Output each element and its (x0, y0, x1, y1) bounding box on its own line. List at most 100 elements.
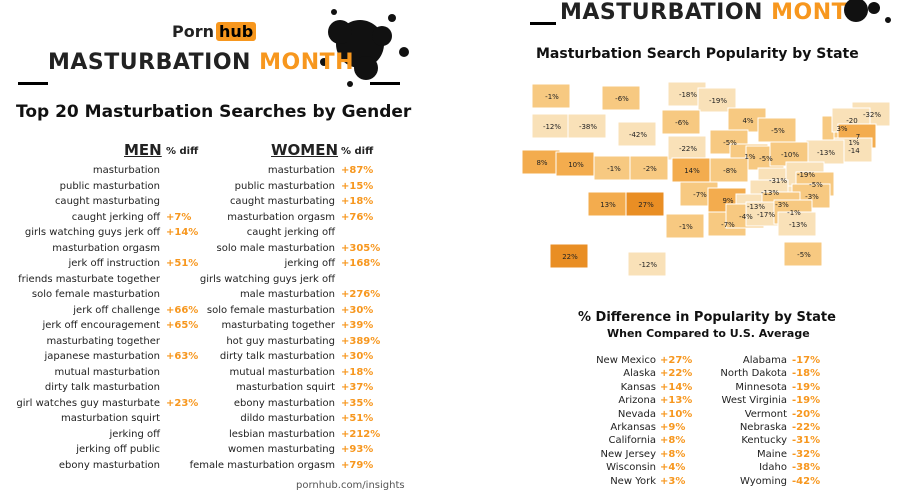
masturbation-month-banner-right: MASTURBATION MONTH (560, 0, 867, 25)
women-pct-diff: +30% (341, 351, 374, 362)
gender-chart-title: Top 20 Masturbation Searches by Gender (16, 102, 412, 122)
state-tile (661, 109, 701, 135)
women-search-term: female masturbation orgasm (189, 459, 335, 471)
table-state-value: -17% (792, 355, 821, 366)
table-state-value: +8% (660, 435, 686, 447)
table-state-name: North Dakota (720, 368, 787, 380)
state-tile (531, 113, 571, 139)
state-pct-label: 14% (684, 167, 700, 175)
state-pct-label: 3% (836, 125, 847, 133)
state-pct-label: 27% (638, 201, 654, 209)
table-state-value: +27% (660, 355, 693, 366)
women-pct-diff: +76% (341, 211, 374, 223)
table-state-name: Wyoming (740, 475, 787, 487)
table-state-value: -18% (792, 368, 821, 380)
women-search-term: solo male masturbation (216, 242, 335, 254)
table-state-name: California (608, 435, 657, 447)
men-search-term: masturbating together (46, 335, 160, 347)
table-title: % Difference in Popularity by State (578, 310, 836, 325)
men-pct-diff: +14% (166, 227, 199, 238)
men-search-term: girl watches guy masturbate (16, 397, 160, 409)
women-search-term: lesbian masturbation (229, 428, 335, 440)
women-search-term: masturbating together (221, 320, 335, 331)
men-search-term: jerking off public (76, 444, 160, 455)
gender-searches-panel: Porn hub MASTURBATION MONTH Top 20 Mastur… (0, 0, 420, 500)
state-tile (805, 139, 845, 165)
men-pct-diff: +51% (166, 258, 199, 269)
women-search-term: ebony masturbation (233, 397, 335, 409)
table-state-value: -38% (792, 462, 821, 474)
masturbation-month-banner: MASTURBATION MONTH (48, 50, 355, 75)
table-state-value: -42% (792, 475, 821, 487)
men-search-term: caught masturbating (54, 196, 160, 207)
table-state-name: Maine (756, 448, 787, 460)
table-state-name: Kansas (620, 381, 656, 393)
table-state-name: Wisconsin (606, 462, 656, 474)
state-pct-label: -19% (709, 97, 727, 105)
state-pct-label: 1% (848, 139, 859, 147)
state-pct-label: 8% (536, 159, 547, 167)
women-pct-diff: +87% (341, 165, 374, 176)
table-state-value: -19% (792, 395, 821, 407)
women-search-term: caught masturbating (229, 196, 335, 207)
state-pct-label: -13% (761, 189, 779, 197)
men-search-term: dirty talk masturbation (44, 382, 160, 393)
women-pct-diff: +212% (341, 428, 381, 440)
men-search-term: jerk off encouragement (42, 320, 160, 331)
men-search-term: caught jerking off (71, 211, 160, 223)
table-state-name: Idaho (759, 462, 787, 474)
state-tile (567, 113, 607, 139)
table-state-name: Minnesota (735, 381, 787, 393)
men-pct-diff: +65% (166, 320, 199, 331)
state-pct-label: 13% (600, 201, 616, 209)
women-search-term: public masturbation (234, 180, 335, 192)
source-footer: pornhub.com/insights (296, 480, 405, 491)
table-state-name: West Virginia (721, 395, 787, 407)
state-pct-label: -12% (543, 123, 561, 131)
state-pct-label: -32% (863, 111, 881, 119)
state-pct-label: -13% (817, 149, 835, 157)
table-state-value: +8% (660, 448, 686, 460)
state-tile (665, 213, 705, 239)
state-tile (587, 191, 627, 217)
table-state-value: +14% (660, 381, 693, 393)
state-tile (671, 157, 711, 183)
table-state-value: +3% (660, 475, 686, 487)
table-state-value: -19% (792, 381, 821, 393)
men-search-term: solo female masturbation (31, 289, 160, 300)
table-state-name: Kentucky (741, 435, 787, 447)
women-search-term: dildo masturbation (240, 413, 335, 424)
state-tile (549, 243, 589, 269)
state-tile (783, 241, 823, 267)
banner-rule-left (18, 82, 48, 85)
women-column-header: WOMEN (271, 141, 339, 159)
women-pct-diff: +15% (341, 180, 374, 192)
state-pct-label: -42% (629, 131, 647, 139)
table-state-value: +13% (660, 395, 693, 407)
table-state-name: New Jersey (600, 448, 656, 460)
men-search-term: girls watching guys jerk off (24, 227, 160, 238)
state-pct-label: -4% (739, 213, 753, 221)
state-pct-label: -38% (579, 123, 597, 131)
table-state-name: New York (610, 475, 656, 487)
men-pct-diff: +66% (166, 304, 199, 316)
state-pct-label: -6% (675, 119, 689, 127)
men-search-term: friends masturbate together (18, 273, 160, 285)
state-pct-label: -22% (679, 145, 697, 153)
men-pct-diff: +23% (166, 397, 199, 409)
women-pct-diff: +168% (341, 258, 381, 269)
women-search-term: male masturbation (239, 289, 335, 300)
state-pct-label: -2% (643, 165, 657, 173)
table-state-name: Vermont (744, 408, 787, 420)
men-search-term: jerk off instruction (68, 258, 160, 269)
women-search-term: jerking off (284, 258, 335, 269)
state-pct-label: -5% (809, 181, 823, 189)
state-pct-label: -5% (759, 155, 773, 163)
men-pct-header: % diff (166, 146, 199, 157)
state-pct-label: -1% (787, 209, 801, 217)
women-search-term: masturbation (267, 165, 335, 176)
table-state-name: Nebraska (739, 422, 787, 433)
state-pct-label: -3% (775, 201, 789, 209)
state-tile (531, 83, 571, 109)
table-state-value: -32% (792, 448, 821, 460)
